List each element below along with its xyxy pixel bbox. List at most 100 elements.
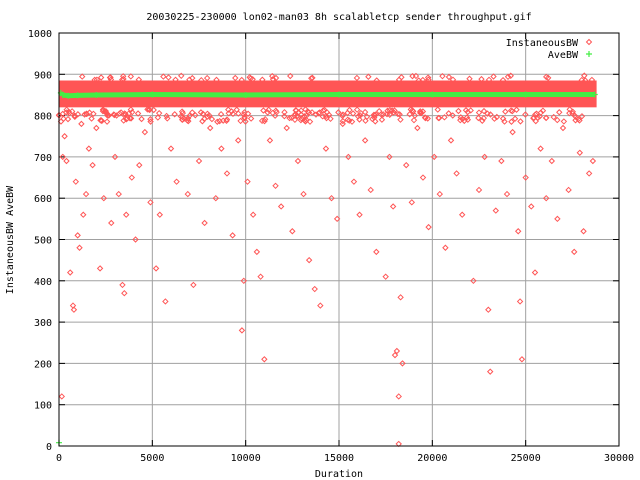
data-point <box>149 91 156 98</box>
data-point <box>395 393 402 400</box>
band-edge-point <box>504 73 512 80</box>
data-point <box>570 248 578 256</box>
data-point <box>585 170 593 177</box>
band-edge-point <box>530 114 537 121</box>
data-point <box>238 327 246 334</box>
data-point <box>317 302 324 309</box>
data-point <box>132 236 139 243</box>
band-edge-point <box>144 106 151 113</box>
band-edge-point <box>339 117 347 125</box>
data-point <box>261 356 268 363</box>
band-edge-point <box>449 112 456 119</box>
data-point <box>195 157 203 165</box>
data-point <box>453 170 460 177</box>
data-point <box>402 161 410 169</box>
data-point <box>173 178 180 185</box>
band-edge-point <box>556 109 563 116</box>
band-edge-point <box>480 107 488 115</box>
data-point <box>333 215 341 223</box>
data-point <box>554 215 561 223</box>
band-edge-point <box>391 107 398 114</box>
band-edge-point <box>543 73 550 81</box>
band-edge-point <box>554 116 561 124</box>
band-edge-point <box>269 109 276 117</box>
band-edge-point <box>178 108 186 115</box>
band-edge-point <box>418 109 425 117</box>
ave-bw-points <box>56 89 598 446</box>
band-edge-point <box>88 115 95 122</box>
band-edge-point <box>544 74 552 82</box>
data-point <box>122 211 130 218</box>
band-edge-point <box>164 115 171 122</box>
band-edge-point <box>147 116 154 123</box>
data-point <box>442 244 449 251</box>
band-edge-point <box>572 117 579 124</box>
legend-marker-diamond-icon <box>585 38 593 46</box>
band-edge-point <box>120 117 127 124</box>
data-point <box>486 368 494 375</box>
band-edge-point <box>116 110 123 117</box>
band-edge-point <box>107 74 114 81</box>
band-edge-point <box>65 108 72 115</box>
band-edge-point <box>445 110 452 117</box>
band-edge-point <box>273 108 280 116</box>
band-edge-point <box>484 110 491 117</box>
band-edge-point <box>439 72 446 80</box>
band-edge-point <box>99 107 107 115</box>
band-edge-point <box>238 76 245 84</box>
band-edge-point <box>425 76 432 83</box>
data-point <box>61 133 68 140</box>
data-point <box>167 145 175 152</box>
band-edge-point <box>409 108 417 115</box>
data-point <box>345 153 352 161</box>
data-point <box>72 178 80 185</box>
band-edge-point <box>186 112 193 120</box>
band-edge-point <box>550 113 557 121</box>
band-edge-point <box>97 117 104 124</box>
band-edge-point <box>217 110 225 118</box>
band-edge-point <box>113 112 120 119</box>
band-edge-point <box>204 113 211 120</box>
data-point <box>93 124 100 132</box>
data-point <box>206 124 214 132</box>
band-edge-point <box>286 114 293 122</box>
data-point <box>485 306 492 313</box>
band-edge-point <box>339 111 347 118</box>
data-point <box>492 207 500 214</box>
data-point <box>63 157 70 165</box>
data-point <box>425 223 432 231</box>
data-point <box>162 298 169 305</box>
data-point <box>119 281 126 289</box>
band-edge-point <box>81 111 88 118</box>
data-point <box>244 178 251 185</box>
band-edge-point <box>127 115 135 122</box>
data-point <box>516 298 524 305</box>
band-edge-point <box>501 118 508 125</box>
band-edge-point <box>199 110 207 118</box>
band-edge-point <box>160 73 167 80</box>
data-point <box>356 211 363 218</box>
band-edge-point <box>578 76 586 84</box>
band-edge-point <box>214 118 221 125</box>
band-edge-point <box>480 114 488 122</box>
data-point <box>559 124 567 132</box>
data-point <box>190 281 197 289</box>
band-edge-point <box>189 74 196 82</box>
band-edge-point <box>105 112 112 119</box>
data-point <box>458 211 466 218</box>
band-edge-point <box>445 73 453 81</box>
band-edge-point <box>63 106 70 113</box>
data-point <box>294 157 302 165</box>
band-edge-point <box>259 76 266 83</box>
band-edge-point <box>362 117 369 124</box>
band-edge-point <box>126 114 134 122</box>
band-edge-point <box>135 76 143 83</box>
band-edge-point <box>127 106 135 113</box>
band-edge-point <box>232 74 239 82</box>
y-tick-label: 700 <box>34 153 52 164</box>
data-point <box>141 128 149 136</box>
band-edge-point <box>411 112 419 119</box>
band-edge-point <box>475 114 482 122</box>
band-edge-point <box>357 109 365 117</box>
